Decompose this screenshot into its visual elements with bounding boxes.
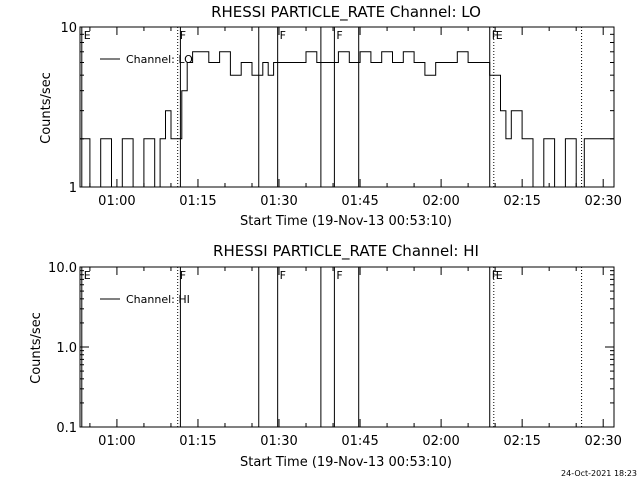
lo-xtick-label: 01:00 xyxy=(98,194,135,209)
lo-flag-label: F xyxy=(280,29,286,42)
hi-title: RHESSI PARTICLE_RATE Channel: HI xyxy=(213,242,479,261)
lo-ylabel: Counts/sec xyxy=(39,72,54,144)
lo-xtick-label: 02:15 xyxy=(503,194,540,209)
hi-flag-label: E xyxy=(84,269,91,282)
lo-plot-frame xyxy=(79,26,615,188)
hi-xtick-label: 01:30 xyxy=(260,434,297,449)
lo-xlabel: Start Time (19-Nov-13 00:53:10) xyxy=(240,214,452,229)
lo-legend-label: Channel: LO xyxy=(126,53,193,66)
lo-flag-label: E xyxy=(496,29,503,42)
lo-flag-label: E xyxy=(84,29,91,42)
lo-flag-label: F xyxy=(180,29,186,42)
hi-xtick-label: 02:15 xyxy=(503,434,540,449)
hi-xlabel: Start Time (19-Nov-13 00:53:10) xyxy=(240,455,452,470)
hi-xtick-label: 01:45 xyxy=(341,434,378,449)
lo-flag-label: F xyxy=(492,29,498,42)
lo-xtick-label: 02:30 xyxy=(584,194,621,209)
lo-title: RHESSI PARTICLE_RATE Channel: LO xyxy=(211,3,481,22)
lo-ytick-label: 1 xyxy=(69,181,77,196)
hi-ytick-label: 1.0 xyxy=(56,341,77,356)
lo-xtick-label: 01:30 xyxy=(260,194,297,209)
generation-timestamp: 24-Oct-2021 18:23 xyxy=(561,469,637,478)
hi-flag-label: E xyxy=(496,269,503,282)
hi-plot-frame xyxy=(79,266,615,428)
hi-xtick-label: 02:00 xyxy=(422,434,459,449)
hi-xtick-label: 01:00 xyxy=(98,434,135,449)
hi-ytick-label: 0.1 xyxy=(56,421,77,436)
hi-ytick-label: 10.0 xyxy=(48,261,77,276)
lo-series-line xyxy=(80,51,614,188)
lo-xtick-label: 01:45 xyxy=(341,194,378,209)
lo-xtick-label: 02:00 xyxy=(422,194,459,209)
lo-ytick-label: 10 xyxy=(60,21,77,36)
hi-legend-label: Channel: HI xyxy=(126,293,190,306)
hi-plot-panel: 01:00 01:15 01:30 01:45 02:00 02:15 02:30 0.1 1.… xyxy=(48,261,622,449)
hi-flag-label: F xyxy=(280,269,286,282)
lo-flag-label: F xyxy=(336,29,342,42)
hi-xtick-label: 01:15 xyxy=(179,434,216,449)
hi-flag-label: F xyxy=(336,269,342,282)
hi-xtick-label: 02:30 xyxy=(584,434,621,449)
hi-flag-label: F xyxy=(492,269,498,282)
hi-ylabel: Counts/sec xyxy=(29,312,44,384)
hi-flag-label: F xyxy=(180,269,186,282)
lo-xtick-label: 01:15 xyxy=(179,194,216,209)
